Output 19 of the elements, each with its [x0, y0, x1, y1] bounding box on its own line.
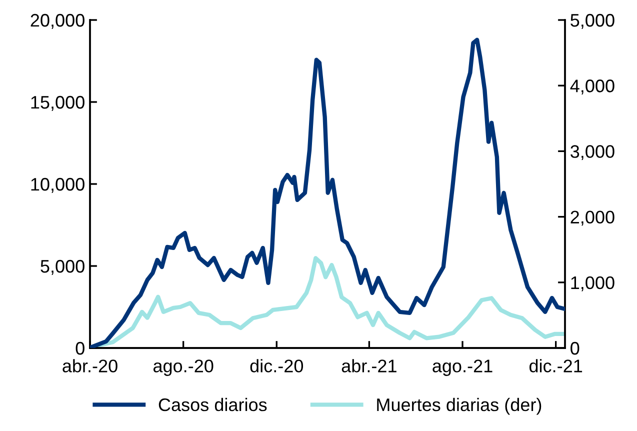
y2-tick-label: 3,000	[570, 145, 614, 160]
y2-tick-label: 4,000	[570, 80, 614, 94]
x-tick-label: ago.-21	[432, 360, 492, 376]
legend-label: Muertes diarias (der)	[377, 398, 542, 415]
y-tick-label: 10,000	[31, 178, 84, 193]
x-tick-label: abr.-20	[62, 359, 118, 372]
y-tick-label: 5,000	[40, 260, 84, 275]
x-tick-label: ago.-20	[153, 360, 214, 376]
y2-tick-label: 5,000	[570, 14, 614, 29]
x-tick-label: dic.-20	[250, 359, 304, 372]
x-tick-label: dic.-21	[529, 359, 582, 372]
x-tick-label: abr.-21	[342, 359, 396, 372]
y-tick-label: 20,000	[30, 14, 84, 29]
y2-tick-label: 0	[570, 342, 580, 355]
y2-tick-label: 2,000	[570, 210, 614, 226]
y2-tick-label: 1,000	[571, 276, 614, 292]
y-tick-label: 15,000	[31, 96, 84, 111]
y-tick-label: 0	[76, 342, 84, 355]
legend-label: Casos diarios	[158, 398, 267, 412]
